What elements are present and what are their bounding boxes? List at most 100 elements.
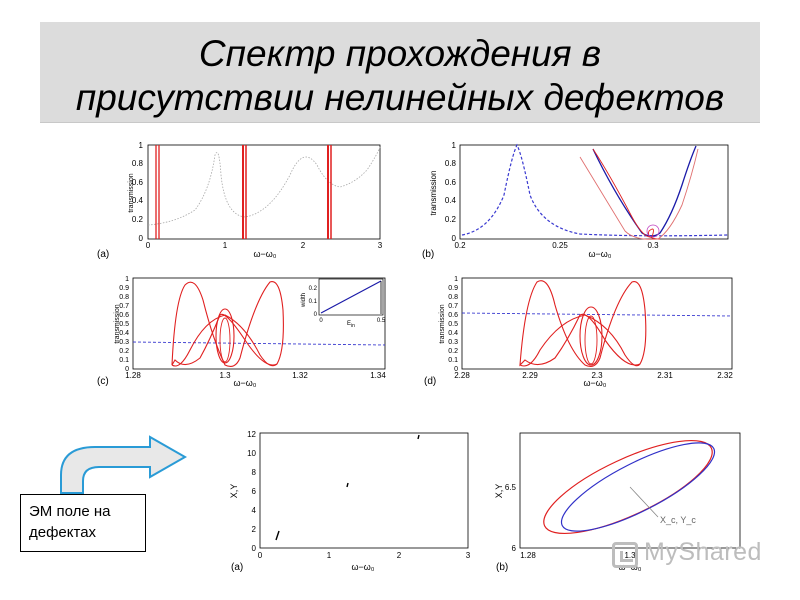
panel-e-xtick-2: 2 xyxy=(397,551,402,560)
panel-e-ytick-3: 6 xyxy=(252,487,257,496)
inset-xlabel-main: E xyxy=(347,321,351,327)
panel-d-xtick-4: 2.32 xyxy=(717,371,733,380)
panel-c-ytick-6: 0.6 xyxy=(119,312,129,319)
panel-f-ylabel: X,Y xyxy=(494,484,504,499)
slide-title-line1: Спектр прохождения в xyxy=(198,33,602,74)
panel-a-ytick-0: 0 xyxy=(139,234,144,243)
panel-e-xy-plot: 0 2 4 6 8 10 12 0 1 2 3 (a) ω−ω₀ X,Y xyxy=(229,430,471,573)
panel-d-xtick-1: 2.29 xyxy=(522,371,538,380)
panel-b-ylabel: transmission xyxy=(429,171,438,216)
panel-b-transmission-plot: 0 0.2 0.4 0.6 0.8 1 0.2 0.25 0.3 (b) ω−ω… xyxy=(422,141,729,260)
panel-d-xtick-3: 2.31 xyxy=(657,371,673,380)
panel-d-ytick-9: 0.9 xyxy=(448,285,458,292)
panel-f-ytick-0: 6 xyxy=(512,544,517,553)
panel-a-xtick-3: 3 xyxy=(378,241,383,250)
panel-e-ytick-5: 10 xyxy=(247,449,256,458)
panel-e-ytick-1: 2 xyxy=(252,525,257,534)
panel-e-xtick-0: 0 xyxy=(258,551,263,560)
inset-xtick-0: 0 xyxy=(319,318,323,324)
panel-c-xtick-1: 1.3 xyxy=(219,371,231,380)
panel-b-xtick-1: 0.25 xyxy=(552,241,568,250)
panel-e-ytick-4: 8 xyxy=(252,468,257,477)
panel-a-xtick-1: 1 xyxy=(223,241,228,250)
panel-c-xtick-3: 1.34 xyxy=(370,371,386,380)
panel-a-xtick-2: 2 xyxy=(301,241,306,250)
panel-c-xlabel: ω−ω₀ xyxy=(233,378,256,388)
panel-c-ytick-3: 0.3 xyxy=(119,339,129,346)
panel-c-ytick-1: 0.1 xyxy=(119,357,129,364)
panel-c-label: (c) xyxy=(97,376,109,387)
panel-d-ytick-10: 1 xyxy=(454,276,458,283)
panel-d-xtick-0: 2.28 xyxy=(454,371,470,380)
panel-b-ytick-2: 0.4 xyxy=(445,196,457,205)
panel-b-ytick-5: 1 xyxy=(452,141,457,150)
panel-c-xtick-0: 1.28 xyxy=(125,371,141,380)
panel-e-xtick-3: 3 xyxy=(466,551,471,560)
panel-b-xtick-2: 0.3 xyxy=(647,241,659,250)
panel-a-ytick-1: 0.2 xyxy=(132,215,144,224)
inset-ytick-0: 0 xyxy=(314,312,318,318)
panel-f-xtick-0: 1.28 xyxy=(520,551,536,560)
panel-f-xtick-1: 1.3 xyxy=(624,551,636,560)
panel-e-ytick-2: 4 xyxy=(252,506,257,515)
panel-c-ylabel: transmission xyxy=(114,304,121,343)
panel-d-xtick-2: 2.3 xyxy=(591,371,603,380)
inset-ytick-2: 0.2 xyxy=(309,286,318,292)
panel-c-ytick-7: 0.7 xyxy=(119,303,129,310)
curved-arrow-right-icon xyxy=(60,435,188,494)
panel-d-ytick-2: 0.2 xyxy=(448,348,458,355)
panel-e-xtick-1: 1 xyxy=(327,551,332,560)
panel-a-xlabel: ω−ω₀ xyxy=(253,249,276,259)
panel-c-ytick-8: 0.8 xyxy=(119,294,129,301)
panel-a-ylabel: transmission xyxy=(128,173,135,212)
panel-d-xlabel: ω−ω₀ xyxy=(583,378,606,388)
panel-a-ytick-3: 0.6 xyxy=(132,178,144,187)
em-label-line1: ЭМ поле на xyxy=(29,503,111,520)
panel-b-xlabel: ω−ω₀ xyxy=(588,249,611,259)
panel-e-label: (a) xyxy=(231,562,243,573)
panel-c-ytick-10: 1 xyxy=(125,276,129,283)
panel-d-ytick-6: 0.6 xyxy=(448,312,458,319)
panel-c-ytick-5: 0.5 xyxy=(119,321,129,328)
panel-e-ytick-6: 12 xyxy=(247,430,256,439)
panel-e-xlabel: ω−ω₀ xyxy=(351,562,374,572)
panel-a-label: (a) xyxy=(97,249,109,260)
em-field-label-box: ЭМ поле на дефектах xyxy=(20,494,146,552)
panel-d-ytick-3: 0.3 xyxy=(448,339,458,346)
slide-title-line2: присутствии нелинейных дефектов xyxy=(75,77,725,118)
panel-d-ytick-5: 0.5 xyxy=(448,321,458,328)
panel-e-ytick-0: 0 xyxy=(252,544,257,553)
inset-ytick-1: 0.1 xyxy=(309,299,318,305)
chart-icon xyxy=(612,542,638,568)
watermark-text: MyShared xyxy=(644,538,762,566)
watermark-logo: MyShared xyxy=(612,538,782,572)
inset-xlabel-sub: in xyxy=(351,323,355,329)
panel-f-label: (b) xyxy=(496,562,508,573)
panel-c-xtick-2: 1.32 xyxy=(292,371,308,380)
panel-b-ytick-3: 0.6 xyxy=(445,178,457,187)
em-label-line2: дефектах xyxy=(29,524,97,541)
panel-e-ylabel: X,Y xyxy=(229,484,239,499)
panel-d-ytick-4: 0.4 xyxy=(448,330,458,337)
panel-d-ytick-0: 0 xyxy=(454,366,458,373)
panel-c-ytick-0: 0 xyxy=(125,366,129,373)
panel-b-ytick-1: 0.2 xyxy=(445,215,457,224)
panel-a-xtick-0: 0 xyxy=(146,241,151,250)
panel-d-ylabel: transmission xyxy=(439,304,446,343)
panel-d-label: (d) xyxy=(424,376,436,387)
panel-b-ytick-0: 0 xyxy=(452,234,457,243)
inset-xlabel: Ein xyxy=(347,321,355,329)
panel-b-ytick-4: 0.8 xyxy=(445,159,457,168)
panel-a-ytick-4: 0.8 xyxy=(132,159,144,168)
inset-xtick-1: 0.5 xyxy=(377,318,386,324)
title-banner: Спектр прохождения в присутствии нелиней… xyxy=(40,22,760,123)
panel-f-annotation: X_c, Y_c xyxy=(660,515,696,525)
panel-d-ytick-7: 0.7 xyxy=(448,303,458,310)
slide-title: Спектр прохождения в присутствии нелиней… xyxy=(40,32,760,120)
panel-a-transmission-plot: 0 0.2 0.4 0.6 0.8 1 0 1 2 3 (a) ω−ω₀ tra… xyxy=(97,141,383,260)
panel-d-ytick-8: 0.8 xyxy=(448,294,458,301)
panel-a-ytick-2: 0.4 xyxy=(132,196,144,205)
inset-ylabel: width xyxy=(301,293,307,308)
panel-c-ytick-4: 0.4 xyxy=(119,330,129,337)
panel-a-ytick-5: 1 xyxy=(139,141,144,150)
